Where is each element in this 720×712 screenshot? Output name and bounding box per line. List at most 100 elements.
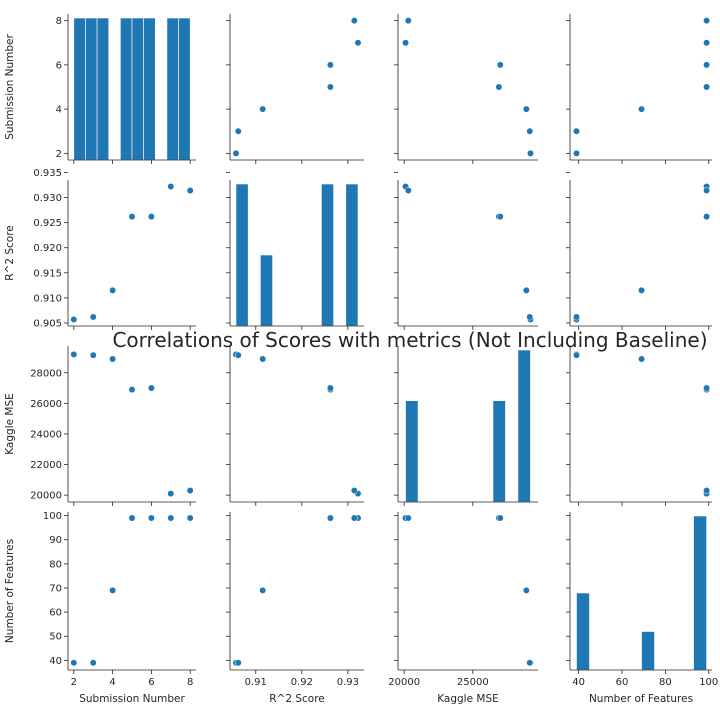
scatter-point: [496, 61, 504, 69]
x-axis-label-kaggle-mse: Kaggle MSE: [437, 693, 499, 705]
hist-bar: [405, 400, 419, 503]
y-tick-label: 20000: [30, 491, 62, 502]
x-tick-label: 20000: [388, 677, 420, 688]
scatter-point: [186, 487, 194, 494]
scatter-point: [350, 17, 358, 25]
x-tick-label: 2: [71, 677, 77, 688]
x-tick-label: 40: [572, 677, 585, 688]
scatter-point: [147, 514, 155, 522]
x-tick-label: 25000: [457, 677, 489, 688]
scatter-point: [70, 659, 78, 667]
x-tick-label: 60: [616, 677, 629, 688]
scatter-point: [326, 384, 334, 392]
chart-title: Correlations of Scores with metrics (Not…: [112, 328, 707, 352]
scatter-point: [638, 105, 645, 113]
scatter-point: [522, 286, 530, 294]
y-tick-label: 70: [49, 583, 62, 594]
hist-bar: [166, 17, 179, 161]
scatter-point: [703, 187, 711, 194]
panel-submission-number-vs-submission-number: 2 4 6 8: [56, 14, 196, 164]
scatter-point: [70, 350, 78, 358]
scatter-point: [495, 83, 503, 91]
scatter-point: [496, 514, 504, 522]
panel-number-of-features-vs-submission-number: 40 50 60 70 80 90 100 2 4 6 8: [43, 511, 196, 688]
scatter-point: [167, 514, 175, 522]
x-tick-label: 6: [148, 677, 154, 688]
hist-bar: [517, 349, 531, 503]
scatter-point: [186, 514, 194, 522]
scatter-point: [89, 351, 97, 359]
y-tick-label: 50: [49, 632, 62, 643]
panel-submission-number-vs-r-2-score: [226, 14, 364, 164]
hist-bar: [260, 254, 273, 327]
scatter-point: [128, 514, 136, 522]
scatter-point: [234, 659, 242, 667]
scatter-point: [259, 586, 267, 594]
scatter-point: [703, 39, 711, 47]
scatter-point: [234, 127, 242, 135]
hist-bar: [641, 631, 655, 671]
scatter-point: [326, 61, 334, 69]
scatter-point: [89, 313, 97, 321]
hist-bar: [576, 592, 590, 671]
y-tick-label: 22000: [30, 460, 62, 471]
scatter-point: [573, 127, 580, 135]
scatter-point: [186, 187, 194, 194]
scatter-point: [128, 213, 136, 221]
scatter-point: [522, 586, 530, 594]
scatter-point: [703, 83, 711, 91]
scatter-point: [638, 355, 645, 363]
scatter-point: [147, 213, 155, 221]
y-axis-label-number-of-features: Number of Features: [4, 539, 16, 643]
scatter-point: [167, 490, 175, 498]
scatter-point: [526, 313, 534, 321]
x-tick-label: 0.91: [245, 677, 267, 688]
scatter-point: [638, 286, 645, 294]
y-tick-label: 28000: [30, 368, 62, 379]
scatter-point: [527, 149, 534, 157]
x-tick-label: 80: [659, 677, 672, 688]
scatter-point: [326, 514, 334, 522]
scatter-point: [703, 213, 711, 221]
x-axis-label-number-of-features: Number of Features: [589, 693, 693, 705]
panel-r-2-score-vs-r-2-score: [226, 172, 364, 330]
scatter-point: [128, 386, 136, 394]
x-axis-label-r-2-score: R^2 Score: [269, 693, 325, 705]
panel-kaggle-mse-vs-r-2-score: [226, 346, 364, 506]
panel-submission-number-vs-kaggle-mse: [394, 14, 538, 164]
panel-kaggle-mse-vs-submission-number: 20000 22000 24000 26000 28000: [30, 346, 196, 506]
panel-r-2-score-vs-submission-number: 0.905 0.910 0.915 0.920 0.925 0.930 0.935: [33, 168, 196, 330]
scatter-point: [522, 105, 530, 113]
y-tick-label: 0.930: [33, 193, 62, 204]
y-tick-label: 0.915: [33, 268, 62, 279]
y-axis-label-submission-number: Submission Number: [4, 34, 16, 140]
scatter-point: [354, 39, 362, 47]
hist-bar: [120, 17, 133, 161]
scatter-point: [404, 514, 412, 522]
scatter-point: [109, 586, 117, 594]
y-tick-label: 4: [56, 105, 62, 116]
y-axis-label-kaggle-mse: Kaggle MSE: [4, 393, 16, 455]
scatter-point: [404, 187, 412, 194]
scatter-point: [573, 351, 580, 359]
hist-bar: [321, 183, 334, 327]
panel-number-of-features-vs-r-2-score: 0.91 0.92 0.93: [226, 512, 364, 688]
scatter-point: [496, 213, 504, 221]
y-tick-label: 80: [49, 559, 62, 570]
hist-bar: [345, 183, 359, 327]
x-tick-label: 4: [109, 677, 115, 688]
scatter-point: [573, 313, 580, 321]
scatter-point: [109, 286, 117, 294]
y-tick-label: 0.920: [33, 243, 62, 254]
scatter-point: [326, 83, 334, 91]
y-tick-label: 0.925: [33, 218, 62, 229]
y-tick-label: 40: [49, 656, 62, 667]
y-tick-label: 0.910: [33, 293, 62, 304]
scatter-point: [404, 17, 412, 25]
hist-bar: [96, 17, 110, 161]
scatter-point: [70, 316, 78, 323]
y-tick-label: 2: [56, 149, 62, 160]
panel-r-2-score-vs-kaggle-mse: [394, 172, 538, 330]
scatter-point: [167, 183, 175, 190]
